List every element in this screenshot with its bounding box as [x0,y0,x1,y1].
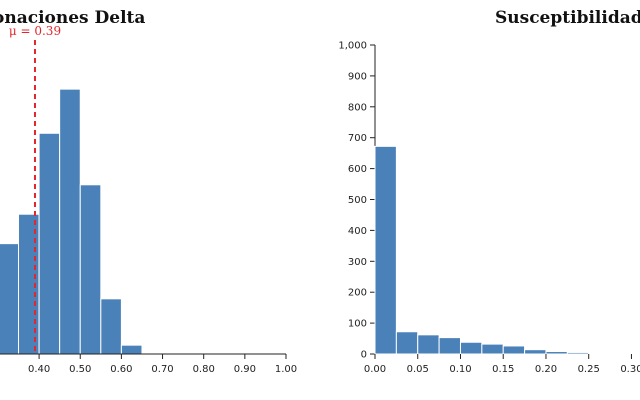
mean-label: μ = 0.39 [9,24,61,38]
y-tick-label: 400 [348,226,367,237]
y-tick-label: 500 [348,195,367,206]
left-histogram: onaciones Delta 0.40 0.50 0.60 0.70 0.80 0.90… [0,8,297,375]
x-tick-label: 0.30 [620,364,640,375]
y-tick-label: 0 [361,350,367,361]
x-tick-label: 0.70 [151,364,173,375]
histogram-bar [566,351,590,355]
histogram-bar [374,145,397,355]
y-tick-label: 1,000 [338,41,367,52]
histogram-bar [38,132,61,355]
histogram-bar [395,331,419,355]
histogram-bar [459,341,483,355]
x-tick-label: 0.90 [234,364,256,375]
x-tick-label: 0.10 [449,364,471,375]
x-tick-label: 0.60 [110,364,132,375]
histogram-bar [524,349,547,355]
x-tick-label: 0.50 [69,364,91,375]
x-tick-label: 0.80 [193,364,215,375]
histogram-bar [59,88,81,355]
y-tick-label: 800 [348,102,367,113]
right-bars-group [374,145,640,355]
x-tick-label: 0.00 [364,364,386,375]
right-histogram: Susceptibilidade 0 100 200 300 400 500 600 700 8… [338,8,640,375]
histogram-bar [417,334,440,355]
histogram-bar [18,213,40,355]
histogram-bar [481,343,504,355]
y-tick-label: 100 [348,319,367,330]
right-x-ticks: 0.00 0.05 0.10 0.15 0.20 0.25 0.30 [364,354,640,375]
histogram-bar [100,298,122,355]
y-tick-label: 900 [348,71,367,82]
histogram-bar [545,351,568,355]
right-chart-title: Susceptibilidade [495,8,640,28]
histogram-bar [0,243,20,355]
left-chart-title: onaciones Delta [0,8,145,28]
x-tick-label: 0.05 [407,364,429,375]
histogram-bar [588,352,611,355]
y-tick-label: 200 [348,288,367,299]
histogram-bar [502,345,526,355]
x-tick-label: 0.25 [578,364,600,375]
x-tick-label: 0.40 [28,364,50,375]
x-tick-label: 0.20 [535,364,557,375]
histogram-bar [79,184,102,355]
y-tick-label: 600 [348,164,367,175]
histogram-bar [120,344,143,355]
histogram-bar [438,337,461,355]
x-tick-label: 0.15 [492,364,514,375]
y-tick-label: 300 [348,257,367,268]
x-tick-label: 1.00 [275,364,297,375]
right-y-ticks: 0 100 200 300 400 500 600 700 800 900 1,000 [338,41,375,361]
y-tick-label: 700 [348,133,367,144]
left-bars-group [0,88,164,355]
left-x-ticks: 0.40 0.50 0.60 0.70 0.80 0.90 1.00 [28,354,297,375]
